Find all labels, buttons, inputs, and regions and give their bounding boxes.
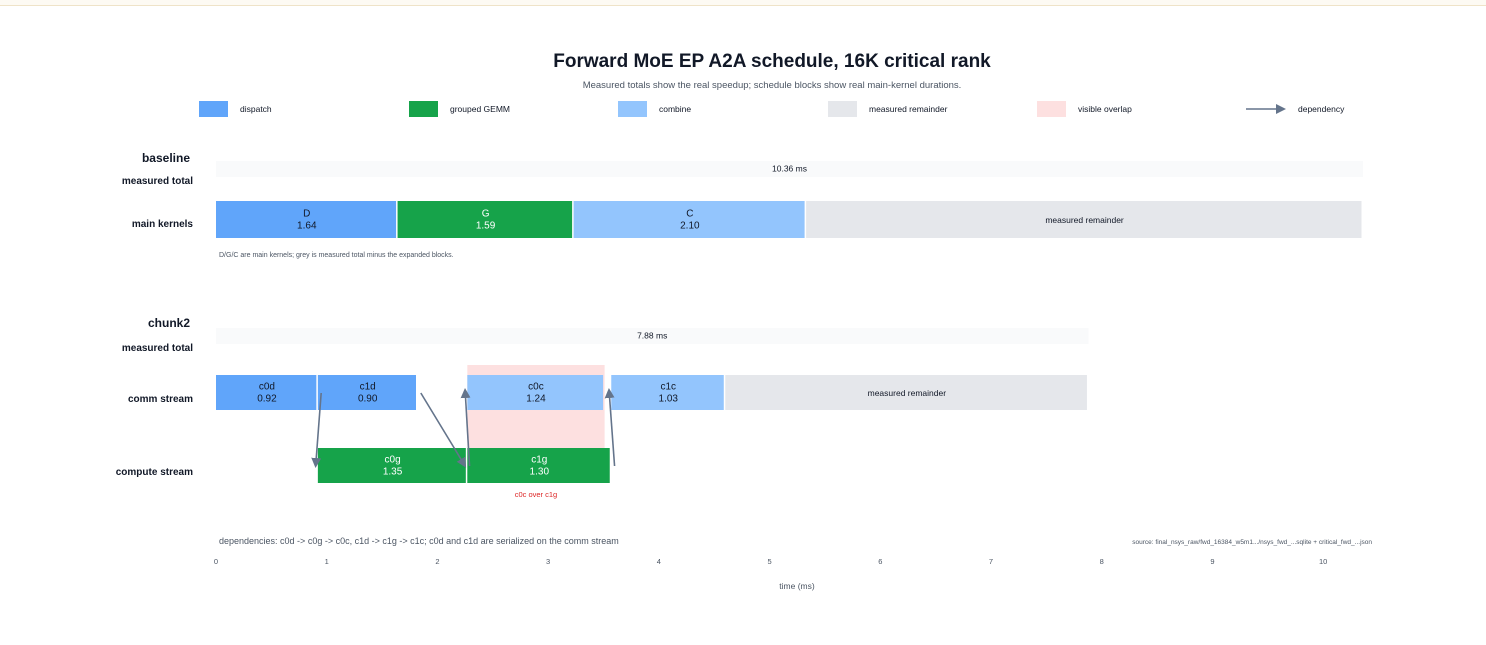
legend-swatch-combine: [618, 101, 647, 117]
total-bar-label-baseline: 10.36 ms: [772, 164, 807, 174]
chart-subtitle: Measured totals show the real speedup; s…: [583, 80, 962, 91]
x-tick-8: 8: [1100, 557, 1104, 566]
source-note: source: final_nsys_raw/fwd_16384_w5m1...…: [1132, 539, 1372, 546]
panels: baseline measured total 10.36 ms main kerne…: [116, 151, 1363, 499]
total-bar-baseline: [216, 161, 1363, 177]
block-c0d: [216, 375, 317, 410]
dependency-arrow-c1d-c1g: [420, 392, 467, 468]
row-label-comm-stream: comm stream: [128, 394, 193, 405]
x-tick-7: 7: [989, 557, 993, 566]
block-value-c1c: 1.03: [659, 394, 679, 405]
block-value-g: 1.59: [476, 221, 496, 232]
block-measured-remainder: [806, 201, 1362, 238]
dependency-arrow-c0d-c0g: [311, 392, 322, 468]
total-bar-chunk2: [216, 328, 1089, 344]
block-value-c0g: 1.35: [383, 467, 403, 478]
legend-label-grouped-gemm: grouped GEMM: [450, 104, 510, 114]
block-name-c0d: c0d: [259, 382, 275, 393]
panel-name-chunk2: chunk2: [148, 316, 190, 330]
block-value-c0d: 0.92: [257, 394, 277, 405]
x-tick-3: 3: [546, 557, 550, 566]
block-value-c: 2.10: [680, 221, 700, 232]
panel-total-label-baseline: measured total: [122, 176, 193, 187]
panel-name-baseline: baseline: [142, 151, 190, 165]
block-name-measured-remainder-chunk2: measured remainder: [868, 388, 947, 398]
dependency-arrow-c0g-c0c: [460, 388, 471, 467]
block-c1c: [611, 375, 724, 410]
row-label-main-kernels: main kernels: [132, 219, 194, 230]
block-name-c: C: [686, 209, 693, 220]
block-name-c0c: c0c: [528, 382, 544, 393]
legend-label-combine: combine: [659, 104, 691, 114]
block-c1g: [467, 448, 610, 483]
block-name-c1c: c1c: [660, 382, 676, 393]
legend: dispatch grouped GEMM combine measured rema…: [199, 101, 1345, 117]
top-border: [0, 0, 1486, 6]
panel-baseline: baseline measured total 10.36 ms main kerne…: [122, 151, 1363, 259]
block-value-c0c: 1.24: [526, 394, 546, 405]
row-label-compute-stream: compute stream: [116, 467, 193, 478]
x-tick-5: 5: [767, 557, 771, 566]
legend-label-visible-overlap: visible overlap: [1078, 104, 1132, 114]
x-tick-0: 0: [214, 557, 218, 566]
overlap-label: c0c over c1g: [515, 490, 558, 499]
x-tick-6: 6: [878, 557, 882, 566]
legend-label-dependency: dependency: [1298, 104, 1345, 114]
legend-swatch-dispatch: [199, 101, 228, 117]
block-name-g: G: [482, 209, 490, 220]
legend-label-measured-remainder: measured remainder: [869, 104, 948, 114]
block-value-d: 1.64: [297, 221, 317, 232]
block-g: [397, 201, 573, 238]
block-d: [216, 201, 397, 238]
block-name-measured-remainder-baseline: measured remainder: [1045, 215, 1124, 225]
dependency-note: dependencies: c0d -> c0g -> c0c, c1d -> …: [219, 536, 619, 546]
block-measured-remainder: [725, 375, 1087, 410]
panel-chunk2: chunk2 measured total 7.88 ms c0c over c1g c…: [116, 316, 1089, 499]
block-name-d: D: [303, 209, 310, 220]
x-tick-10: 10: [1319, 557, 1327, 566]
block-c0c: [467, 375, 604, 410]
legend-label-dispatch: dispatch: [240, 104, 272, 114]
block-c0g: [317, 448, 466, 483]
block-value-c1d: 0.90: [358, 394, 378, 405]
total-bar-label-chunk2: 7.88 ms: [637, 331, 667, 341]
block-name-c1d: c1d: [360, 382, 376, 393]
x-tick-1: 1: [325, 557, 329, 566]
legend-swatch-grouped-gemm: [409, 101, 438, 117]
legend-swatch-measured-remainder: [828, 101, 857, 117]
dependency-arrow-c1g-c1c: [604, 388, 616, 467]
block-name-c0g: c0g: [385, 455, 401, 466]
x-tick-9: 9: [1210, 557, 1214, 566]
block-value-c1g: 1.30: [530, 467, 550, 478]
block-name-c1g: c1g: [531, 455, 547, 466]
x-axis-label: time (ms): [779, 581, 815, 591]
block-c: [573, 201, 805, 238]
chart-title: Forward MoE EP A2A schedule, 16K critica…: [553, 51, 991, 72]
panel-total-label-chunk2: measured total: [122, 343, 193, 354]
legend-swatch-visible-overlap: [1037, 101, 1066, 117]
x-tick-4: 4: [657, 557, 661, 566]
block-c1d: [317, 375, 416, 410]
x-tick-2: 2: [435, 557, 439, 566]
panel-note-baseline: D/G/C are main kernels; grey is measured…: [219, 252, 454, 259]
x-axis: 0 1 2 3 4 5 6 7 8 9 10: [214, 557, 1327, 566]
